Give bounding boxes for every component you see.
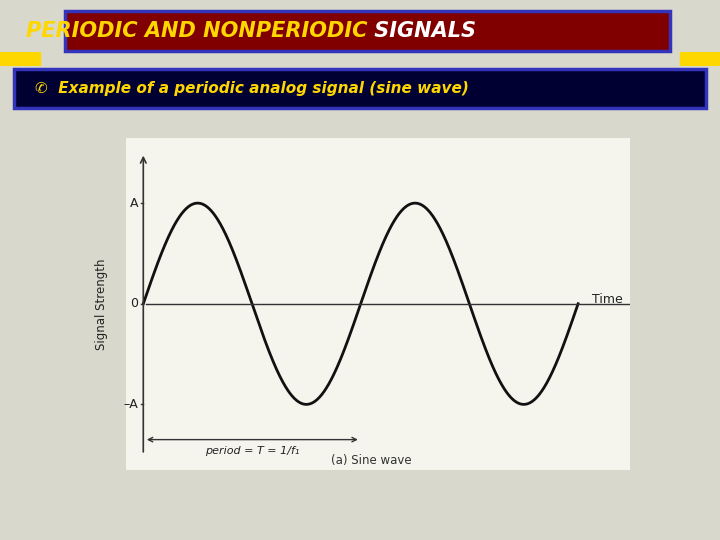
Text: Time: Time (593, 293, 623, 306)
Bar (680, 52, 720, 66)
Text: period = T = 1/f₁: period = T = 1/f₁ (205, 446, 300, 456)
Text: –A: –A (123, 398, 138, 411)
Text: SIGNALS: SIGNALS (367, 21, 476, 41)
Text: (a) Sine wave: (a) Sine wave (330, 454, 411, 467)
Text: ✆  Example of a periodic analog signal (sine wave): ✆ Example of a periodic analog signal (s… (35, 81, 469, 96)
Text: PERIODIC AND NONPERIODIC: PERIODIC AND NONPERIODIC (26, 21, 367, 41)
Bar (0, 52, 40, 66)
FancyBboxPatch shape (14, 69, 706, 108)
Text: A: A (130, 197, 138, 210)
Text: Signal Strength: Signal Strength (95, 258, 108, 349)
FancyBboxPatch shape (65, 11, 670, 51)
Text: 0: 0 (130, 297, 138, 310)
